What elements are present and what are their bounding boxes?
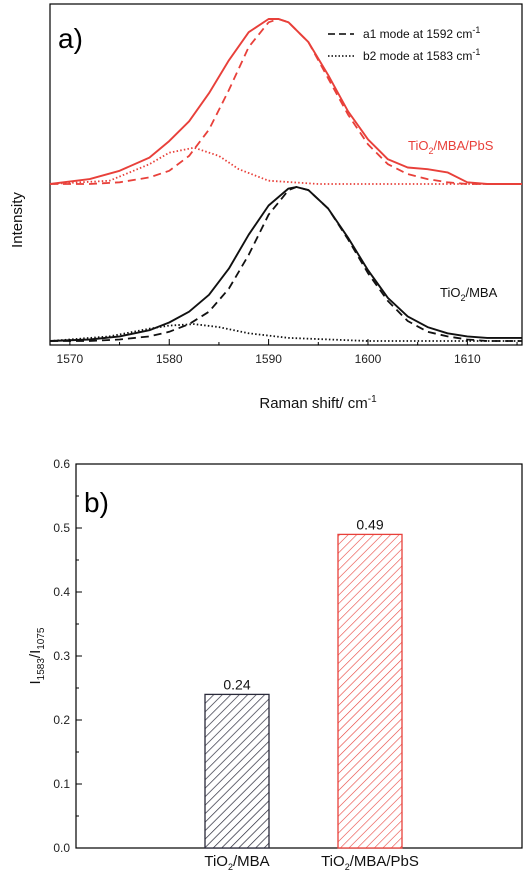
spectrum-pbs-dotted — [49, 146, 522, 185]
y-tick-label: 0.4 — [53, 585, 70, 599]
x-tick-label: 1610 — [454, 352, 481, 366]
y-tick-label: 0.2 — [53, 713, 70, 727]
y-tick-label: 0.1 — [53, 777, 70, 791]
bar-tio2-mba — [204, 693, 270, 849]
x-axis-title: Raman shift/ cm-1 — [259, 394, 377, 412]
y-tick-label: 0.5 — [53, 521, 70, 535]
y-tick-label: 0.6 — [53, 457, 70, 471]
x-axis-ticks: 1570 1580 1590 1600 1610 — [57, 339, 518, 366]
panel-a-label: a) — [58, 23, 83, 54]
spectrum-mba-dotted — [49, 323, 522, 342]
bar-tio2-mba-pbs — [337, 533, 403, 849]
sample-label-pbs: TiO2/MBA/PbS — [408, 138, 494, 156]
x-category-label-pbs: TiO2/MBA/PbS — [321, 853, 419, 872]
panel-b: b) 0.0 0.1 0.2 0.3 0.4 0.5 0.6 0.24 0.49 I1583/… — [27, 457, 523, 872]
x-category-label-mba: TiO2/MBA — [204, 853, 269, 872]
y-tick-label: 0.0 — [53, 841, 70, 855]
legend-b2-text: b2 mode at 1583 cm-1 — [363, 47, 480, 63]
legend: a1 mode at 1592 cm-1 b2 mode at 1583 cm-… — [328, 25, 480, 63]
bars: 0.24 0.49 — [204, 516, 403, 849]
legend-a1-text: a1 mode at 1592 cm-1 — [363, 25, 480, 41]
bar-value-label: 0.49 — [356, 516, 383, 532]
y-axis-title-b: I1583/I1075 — [27, 627, 47, 684]
spectrum-pbs-dashed — [50, 18, 522, 185]
sample-label-mba: TiO2/MBA — [440, 285, 498, 303]
y-axis-ticks: 0.0 0.1 0.2 0.3 0.4 0.5 0.6 — [53, 457, 82, 855]
spectrum-mba-solid — [49, 186, 522, 342]
x-tick-label: 1580 — [156, 352, 183, 366]
panel-b-frame — [75, 463, 523, 849]
panel-b-label: b) — [84, 487, 109, 518]
y-axis-title: Intensity — [9, 192, 26, 248]
panel-a: a) a1 mode at 1592 cm-1 b2 mode at 1583 … — [9, 3, 523, 412]
spectrum-mba-dashed — [50, 186, 522, 342]
spectrum-pbs-solid — [49, 18, 522, 185]
x-tick-label: 1590 — [255, 352, 282, 366]
bar-value-label: 0.24 — [223, 676, 250, 692]
panel-a-frame — [49, 3, 523, 346]
y-tick-label: 0.3 — [53, 649, 70, 663]
x-tick-label: 1570 — [57, 352, 84, 366]
x-tick-label: 1600 — [355, 352, 382, 366]
spectra-plot-area — [49, 18, 522, 342]
